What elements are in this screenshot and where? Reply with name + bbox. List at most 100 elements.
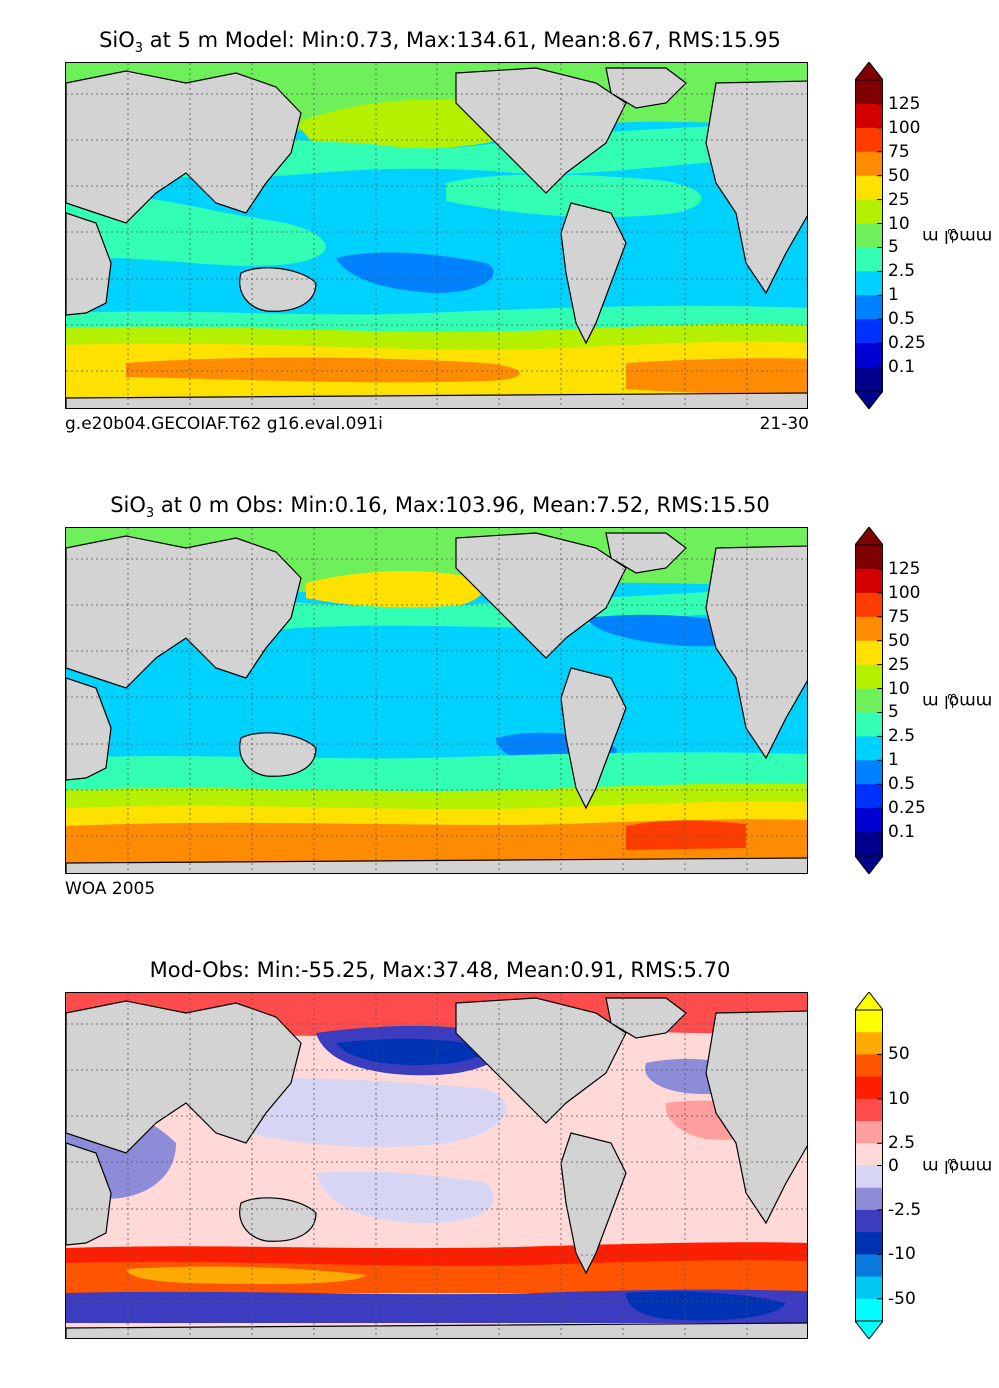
colorbar-segment bbox=[855, 592, 883, 618]
colorbar-tick-label: -50 bbox=[888, 1288, 916, 1309]
colorbar-segment bbox=[855, 760, 883, 785]
colorbar-segment bbox=[855, 1076, 883, 1100]
colorbar-tick-label: 75 bbox=[888, 606, 910, 627]
colorbar-segment bbox=[855, 103, 883, 129]
obs-unit-base: mmol m bbox=[921, 690, 993, 711]
colorbar-segment bbox=[855, 1276, 883, 1300]
colorbar-segment bbox=[855, 1209, 883, 1233]
model-panel-title: SiO3 at 5 m Model: Min:0.73, Max:134.61,… bbox=[0, 28, 880, 56]
obs-map-canvas bbox=[66, 528, 807, 873]
colorbar-frame bbox=[855, 79, 883, 392]
obs-panel-title: SiO3 at 0 m Obs: Min:0.16, Max:103.96, M… bbox=[0, 493, 880, 521]
colorbar-extend-min bbox=[855, 1320, 883, 1339]
colorbar-segment bbox=[855, 175, 883, 201]
colorbar-segment bbox=[855, 271, 883, 296]
model-land-eurasia bbox=[66, 70, 302, 224]
colorbar-tick-label: 0.25 bbox=[888, 333, 926, 354]
colorbar-extend-max bbox=[855, 527, 883, 546]
colorbar-frame bbox=[855, 544, 883, 857]
colorbar-segment bbox=[855, 1232, 883, 1255]
diff-weddell-strong-neg bbox=[626, 1291, 786, 1321]
obs-colorbar-unit: mmol m −3 bbox=[922, 527, 992, 874]
diff-map bbox=[65, 992, 808, 1339]
model-land-south-america bbox=[560, 202, 627, 345]
obs-title-main: SiO bbox=[110, 493, 146, 517]
obs-colorbar bbox=[855, 527, 883, 874]
colorbar-segment bbox=[855, 1298, 883, 1322]
colorbar-tick-label: 125 bbox=[888, 93, 921, 114]
model-run-name: g.e20b04.GECOIAF.T62 g16.eval.091i bbox=[65, 414, 383, 434]
colorbar-tick-label: 25 bbox=[888, 189, 910, 210]
model-title-main: SiO bbox=[99, 28, 135, 52]
colorbar-extend-min bbox=[855, 390, 883, 409]
colorbar-tick-label: 125 bbox=[888, 558, 921, 579]
model-patch-southern-orange-a bbox=[126, 357, 520, 383]
diff-land-europe-africa bbox=[705, 1010, 807, 1225]
colorbar-segment bbox=[855, 1054, 883, 1078]
diff-land-south-america bbox=[560, 1132, 627, 1275]
diff-unit-base: mmol m bbox=[921, 1155, 993, 1176]
colorbar-segment bbox=[855, 664, 883, 690]
diff-npacific-strong-neg bbox=[336, 1038, 486, 1065]
colorbar-segment bbox=[855, 151, 883, 177]
diff-colorbar-svg bbox=[855, 992, 883, 1339]
obs-land-eurasia bbox=[66, 535, 302, 689]
obs-graticule bbox=[66, 528, 807, 873]
colorbar-segment bbox=[855, 367, 883, 392]
obs-land-greenland bbox=[605, 532, 687, 574]
obs-band-south-yellow bbox=[66, 801, 807, 828]
colorbar-tick-label: 1 bbox=[888, 750, 899, 771]
model-colorbar-unit: mmol m −3 bbox=[922, 62, 992, 409]
colorbar-segment bbox=[855, 808, 883, 833]
colorbar-tick-label: 10 bbox=[888, 678, 910, 699]
diff-land-greenland bbox=[605, 997, 687, 1039]
colorbar-segment bbox=[855, 1098, 883, 1122]
diff-colorbar-ticks: 50 10 2.5 0 -2.5 -10 -50 bbox=[888, 992, 948, 1339]
colorbar-tick-label: 0.1 bbox=[888, 822, 916, 843]
obs-title-rest: at 0 m Obs: Min:0.16, Max:103.96, Mean:7… bbox=[154, 493, 770, 517]
model-map bbox=[65, 62, 808, 409]
colorbar-segment bbox=[855, 319, 883, 344]
colorbar-segment bbox=[855, 1032, 883, 1055]
diff-map-canvas bbox=[66, 993, 807, 1338]
colorbar-tick-label: 75 bbox=[888, 141, 910, 162]
model-map-canvas bbox=[66, 63, 807, 408]
colorbar-segment bbox=[855, 568, 883, 594]
colorbar-tick-label: 5 bbox=[888, 702, 899, 723]
model-unit-base: mmol m bbox=[921, 225, 993, 246]
obs-source: WOA 2005 bbox=[65, 879, 156, 899]
colorbar-tick-label: 0.25 bbox=[888, 798, 926, 819]
colorbar-tick-label: 100 bbox=[888, 117, 921, 138]
model-land-greenland bbox=[605, 67, 687, 109]
diff-southern-yellow-patch bbox=[126, 1266, 366, 1285]
colorbar-tick-label: 2.5 bbox=[888, 1133, 916, 1154]
colorbar-segment bbox=[855, 616, 883, 642]
diff-landmasses bbox=[66, 997, 807, 1338]
model-years: 21-30 bbox=[759, 414, 809, 434]
colorbar-segment bbox=[855, 1254, 883, 1278]
colorbar-extend-min bbox=[855, 855, 883, 874]
diff-colorbar bbox=[855, 992, 883, 1339]
colorbar-tick-label: 50 bbox=[888, 630, 910, 651]
diff-panel-title: Mod-Obs: Min:-55.25, Max:37.48, Mean:0.9… bbox=[0, 958, 880, 982]
colorbar-tick-label: 0 bbox=[888, 1155, 899, 1176]
obs-band-npacific-high bbox=[306, 571, 484, 609]
colorbar-segment bbox=[855, 640, 883, 666]
colorbar-segment bbox=[855, 80, 883, 105]
colorbar-segment bbox=[855, 1143, 883, 1166]
obs-colorbar-svg bbox=[855, 527, 883, 874]
model-colorbar-svg bbox=[855, 62, 883, 409]
obs-land-africa-east bbox=[66, 677, 112, 781]
obs-land-south-america bbox=[560, 667, 627, 810]
model-land-europe-africa bbox=[705, 80, 807, 295]
obs-panel: SiO3 at 0 m Obs: Min:0.16, Max:103.96, M… bbox=[0, 465, 999, 923]
model-colorbar-ticks: 125 100 75 50 25 10 5 2.5 1 0.5 0.25 0.1 bbox=[888, 62, 948, 409]
colorbar-segment bbox=[855, 343, 883, 368]
model-land-north-america bbox=[455, 67, 627, 194]
model-title-rest: at 5 m Model: Min:0.73, Max:134.61, Mean… bbox=[143, 28, 781, 52]
colorbar-tick-label: 0.5 bbox=[888, 309, 916, 330]
obs-land-north-america bbox=[455, 532, 627, 659]
diff-antarctic-neg bbox=[66, 1289, 807, 1323]
colorbar-segment bbox=[855, 1010, 883, 1033]
obs-landmasses bbox=[66, 532, 807, 873]
